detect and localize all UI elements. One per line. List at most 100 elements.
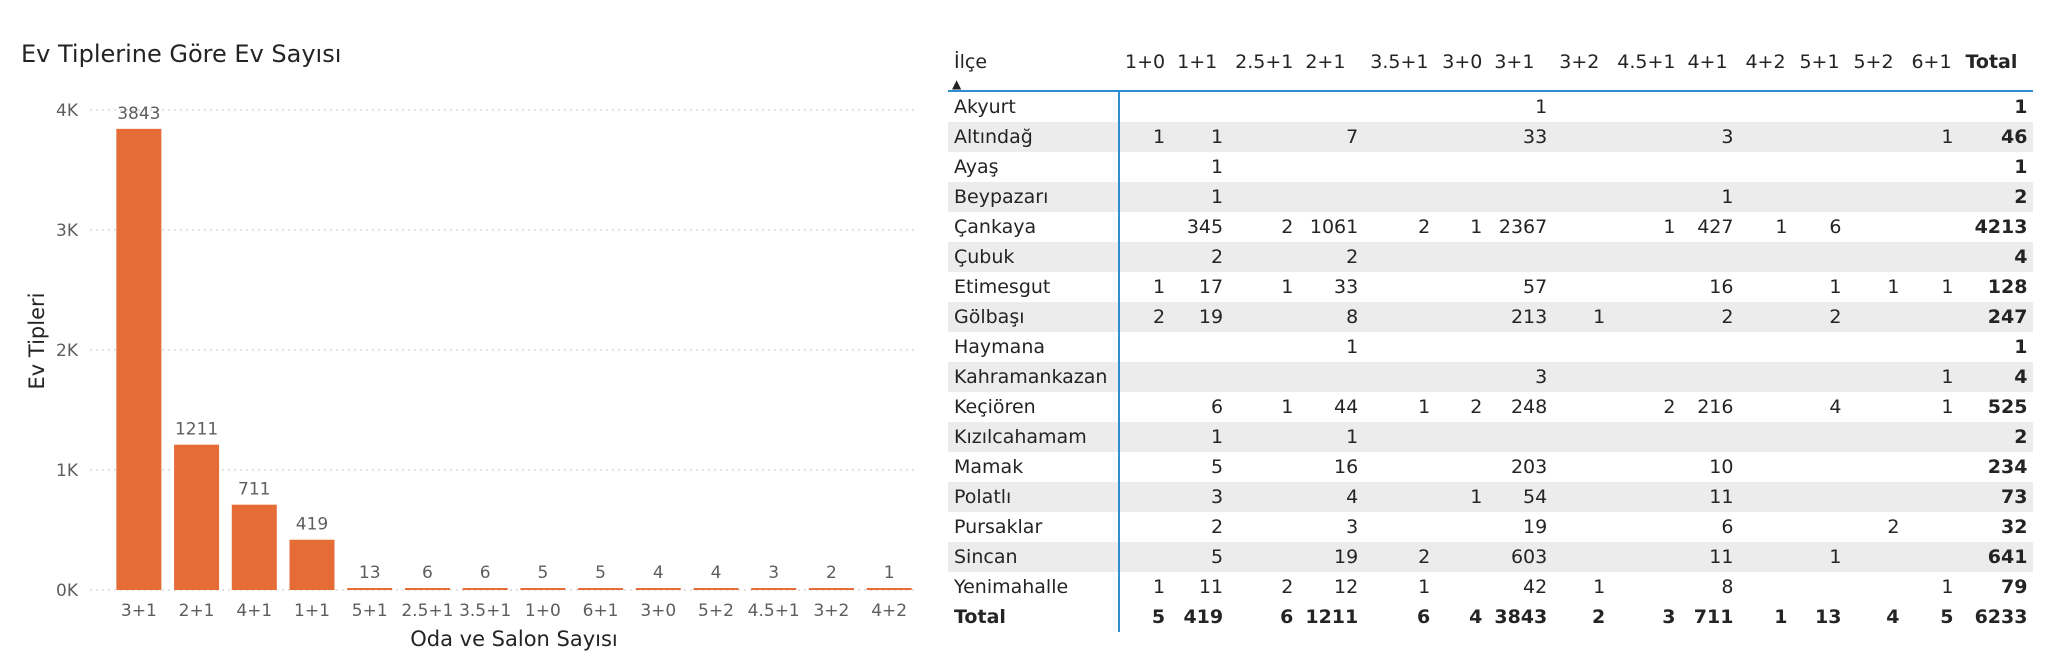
column-header[interactable]: 4+2 [1745, 51, 1786, 73]
row-label[interactable]: Sincan [948, 542, 1120, 572]
sort-ascending-icon[interactable]: ▲ [952, 77, 962, 91]
matrix-cell: 2 [1418, 216, 1431, 238]
matrix-cell: 19 [1523, 516, 1548, 538]
column-header[interactable]: 1+0 [1125, 51, 1166, 73]
column-header-ilce[interactable]: İlçe ▲ [948, 44, 1119, 91]
x-tick-label: 4.5+1 [748, 601, 800, 621]
matrix-cell [1229, 302, 1300, 332]
matrix-cell [1847, 122, 1906, 152]
matrix-cell: 2 [1211, 516, 1224, 538]
matrix-cell [1436, 422, 1489, 452]
y-axis-ticks: 0K 1K 2K 3K 4K [56, 101, 79, 601]
column-header[interactable]: 4.5+1 [1617, 51, 1676, 73]
bar-1+1[interactable] [289, 539, 335, 590]
bar-3+1[interactable] [116, 128, 162, 590]
column-header[interactable]: 5+1 [1799, 51, 1840, 73]
column-header[interactable]: 3+1 [1494, 51, 1535, 73]
matrix-cell [1847, 152, 1905, 182]
column-header[interactable]: 6+1 [1911, 51, 1952, 73]
row-label[interactable]: Altındağ [948, 122, 1120, 152]
row-label[interactable]: Kızılcahamam [948, 422, 1120, 452]
matrix-cell: 6 [1829, 216, 1842, 238]
bar-2.5+1[interactable] [404, 588, 450, 590]
matrix-cell: 10 [1709, 456, 1734, 478]
row-label[interactable]: Mamak [948, 452, 1120, 482]
row-label[interactable]: Ayaş [948, 152, 1120, 182]
row-label[interactable]: Beypazarı [948, 182, 1120, 212]
row-label[interactable]: Etimesgut [948, 272, 1120, 302]
column-header[interactable]: 3.5+1 [1370, 51, 1429, 73]
y-axis-title: Ev Tipleri [25, 293, 49, 390]
row-label[interactable]: Akyurt [948, 91, 1120, 122]
row-label[interactable]: Kahramankazan [948, 362, 1120, 392]
matrix-cell: 1211 [1305, 606, 1359, 628]
bar-2+1[interactable] [174, 444, 220, 590]
row-label[interactable]: Yenimahalle [948, 572, 1120, 602]
matrix-cell: 2 [1281, 576, 1294, 598]
matrix-cell: 17 [1198, 276, 1224, 298]
matrix-cell: 1 [1775, 216, 1788, 238]
bar-6+1[interactable] [578, 588, 624, 590]
row-label[interactable]: Polatlı [948, 482, 1120, 512]
y-tick-label: 4K [56, 101, 79, 121]
row-label[interactable]: Haymana [948, 332, 1120, 362]
table-row: Çankaya 345 2 1061 2 1 2367 1 427 1 6 4213 [948, 212, 2033, 242]
row-label[interactable]: Gölbaşı [948, 302, 1120, 332]
bar-4+1[interactable] [231, 504, 277, 590]
bar-1+0[interactable] [520, 588, 566, 590]
row-label[interactable]: Çubuk [948, 242, 1120, 272]
column-header[interactable]: 4+1 [1687, 51, 1728, 73]
matrix-cell [1793, 152, 1847, 182]
chart-title: Ev Tiplerine Göre Ev Sayısı [21, 40, 342, 68]
matrix-cell [1229, 422, 1300, 452]
bar-5+2[interactable] [693, 588, 739, 590]
matrix-cell [1611, 242, 1682, 272]
data-label: 2 [826, 563, 837, 583]
matrix-cell: 6 [1280, 606, 1294, 628]
y-tick-label: 2K [56, 341, 79, 361]
data-label: 13 [359, 563, 381, 583]
matrix-cell [1905, 152, 1959, 182]
matrix-cell: 16 [1709, 276, 1734, 298]
row-label[interactable]: Total [948, 602, 1120, 632]
bar-3+0[interactable] [635, 588, 681, 590]
matrix-cell: 1 [1171, 122, 1230, 152]
matrix-cell [1436, 512, 1488, 542]
matrix-cell [1436, 452, 1488, 482]
matrix-cell: 33 [1488, 122, 1554, 152]
column-header[interactable]: Total [1965, 51, 2018, 73]
matrix-cell [1847, 452, 1905, 482]
row-label[interactable]: Çankaya [948, 212, 1120, 242]
matrix-cell [1364, 182, 1437, 212]
bar-3+2[interactable] [808, 588, 854, 590]
bar-4.5+1[interactable] [751, 588, 797, 590]
matrix-cell: 1 [1941, 276, 1954, 298]
matrix-cell [1611, 482, 1682, 512]
bar-5+1[interactable] [347, 588, 393, 590]
row-label[interactable]: Pursaklar [948, 512, 1120, 542]
column-header[interactable]: 2+1 [1305, 51, 1346, 73]
matrix-cell [1739, 242, 1794, 272]
matrix-cell: 1 [1470, 216, 1483, 238]
total-row: Total 5 419 6 1211 6 4 3843 2 3 711 1 13 4 5 6233 [948, 602, 2033, 632]
column-header[interactable]: 2.5+1 [1235, 51, 1294, 73]
bar-4+2[interactable] [866, 588, 912, 590]
matrix-cell: 1 [1281, 396, 1294, 418]
row-label[interactable]: Keçiören [948, 392, 1120, 422]
matrix-cell: 11 [1198, 576, 1224, 598]
matrix-cell [1847, 542, 1906, 572]
matrix-cell: 42 [1523, 576, 1548, 598]
column-header[interactable]: 5+2 [1853, 51, 1894, 73]
matrix-cell [1119, 452, 1171, 482]
column-header[interactable]: 1+1 [1177, 51, 1218, 73]
matrix-body: Akyurt 1 1 Altındağ 1 1 7 33 3 1 46 Ayaş 1 1 Beypazarı… [948, 91, 2034, 602]
column-header[interactable]: 3+0 [1442, 51, 1483, 73]
matrix-cell: 2367 [1498, 216, 1548, 238]
matrix-cell: 4 [1829, 396, 1842, 418]
bar-3.5+1[interactable] [462, 588, 508, 590]
matrix-cell [1436, 302, 1489, 332]
matrix-cell [1364, 482, 1437, 512]
matrix-cell [1611, 302, 1682, 332]
matrix-cell [1436, 542, 1489, 572]
column-header[interactable]: 3+2 [1559, 51, 1600, 73]
